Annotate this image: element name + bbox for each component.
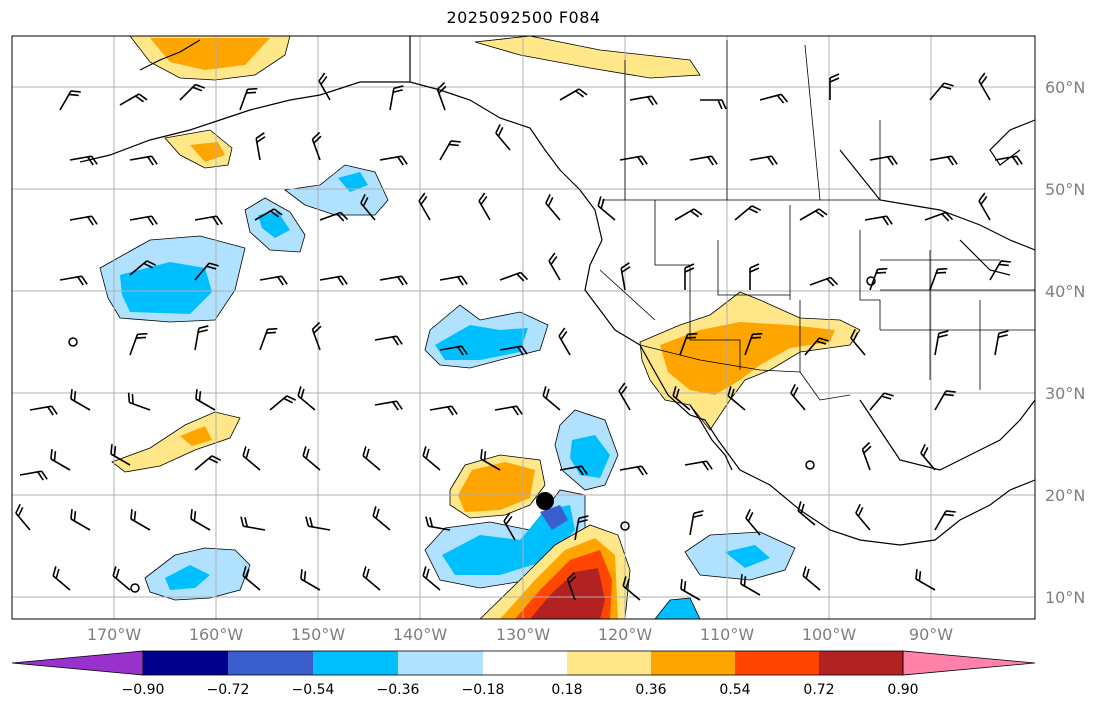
colorbar-extend-low (11, 650, 144, 676)
colorbar (11, 650, 1036, 676)
lon-label-130w: 130°W (495, 625, 551, 644)
positive-region-alaska-core (150, 38, 270, 70)
plot-area (12, 36, 1035, 619)
political-borders (599, 40, 1035, 401)
colorbar-tick-label: −0.18 (461, 682, 505, 698)
lon-label-100w: 100°W (801, 625, 857, 644)
colorbar-tick-label: −0.90 (121, 682, 165, 698)
positive-region-yukon (474, 36, 701, 79)
lat-lon-grid (12, 36, 1035, 619)
colorbar-tick-label: 0.36 (635, 682, 667, 698)
lon-label-90w: 90°W (908, 625, 954, 644)
lon-label-110w: 110°W (699, 625, 755, 644)
lat-label-30n: 30°N (1045, 384, 1086, 403)
colorbar-bin (228, 651, 313, 675)
coastlines (79, 36, 1035, 546)
colorbar-bin (735, 651, 819, 675)
positive-region-hawaii (111, 411, 241, 473)
lon-label-160w: 160°W (188, 625, 244, 644)
colorbar-extend-high (902, 650, 1036, 676)
lat-label-10n: 10°N (1045, 588, 1086, 607)
colorbar-tick-label: −0.72 (206, 682, 250, 698)
colorbar-tick-label: 0.72 (803, 682, 835, 698)
lon-label-150w: 150°W (290, 625, 346, 644)
calm-wind-circles (68, 276, 876, 593)
lat-label-50n: 50°N (1045, 180, 1086, 199)
colorbar-tick-label: 0.18 (551, 682, 583, 698)
map-title: 2025092500 F084 (446, 8, 601, 27)
colorbar-tick-label: 0.54 (719, 682, 751, 698)
colorbar-tick-label: −0.54 (291, 682, 335, 698)
colorbar-bin (651, 651, 735, 675)
lat-label-20n: 20°N (1045, 486, 1086, 505)
lon-label-140w: 140°W (392, 625, 448, 644)
colorbar-bin (143, 651, 228, 675)
location-marker (536, 492, 554, 510)
lat-label-60n: 60°N (1045, 78, 1086, 97)
colorbar-tick-label: −0.36 (376, 682, 420, 698)
colorbar-tick-label: 0.90 (887, 682, 919, 698)
plot-border (11, 35, 1036, 620)
colorbar-bin (313, 651, 398, 675)
lat-label-40n: 40°N (1045, 282, 1086, 301)
lon-label-170w: 170°W (86, 625, 142, 644)
lon-label-120w: 120°W (597, 625, 653, 644)
colorbar-bin (819, 651, 903, 675)
colorbar-bin (567, 651, 651, 675)
colorbar-bin (483, 651, 567, 675)
colorbar-bin (398, 651, 483, 675)
